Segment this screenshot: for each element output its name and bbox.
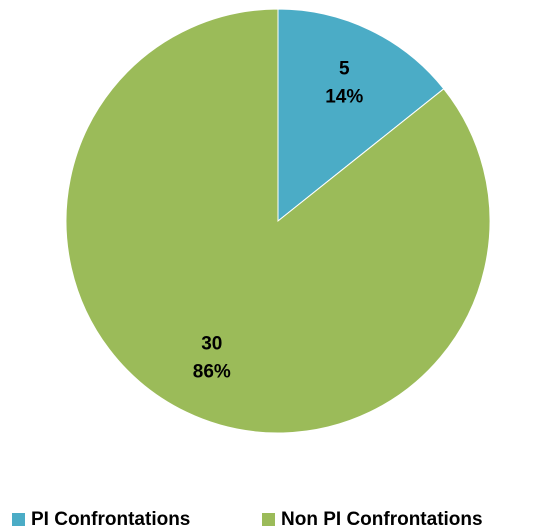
legend-label: PI Confrontations <box>31 509 190 530</box>
value-label: 5 <box>339 58 350 79</box>
legend-swatch <box>12 513 25 526</box>
value-label: 30 <box>201 334 222 355</box>
pie-slice <box>65 8 491 434</box>
legend-label: Non PI Confrontations <box>281 509 483 530</box>
percent-label: 14% <box>325 86 363 107</box>
legend-swatch <box>262 513 275 526</box>
percent-label: 86% <box>193 362 231 383</box>
pie-slice <box>277 8 445 223</box>
